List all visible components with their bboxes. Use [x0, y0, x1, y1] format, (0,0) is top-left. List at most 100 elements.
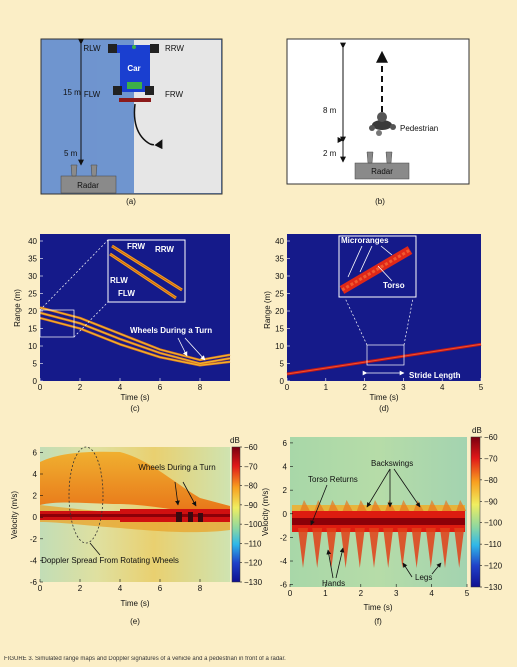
colorbar-f [470, 436, 481, 588]
caption-f: (f) [374, 617, 382, 626]
annotation-legs: Legs [415, 573, 432, 582]
range-track-core [286, 343, 482, 375]
x-tick-label: 4 [440, 383, 445, 392]
x-tick-label: 3 [394, 589, 399, 598]
x-tick-label: 0 [285, 383, 290, 392]
annotation-wheels-turn-c: Wheels During a Turn [130, 326, 212, 335]
y-tick-label: 15 [275, 325, 284, 334]
inset-label-rlw: RLW [110, 276, 128, 285]
panel-c-inset [39, 239, 186, 338]
dist-8m: 8 m [323, 106, 337, 115]
colorbar-unit-f: dB [472, 426, 482, 435]
x-tick-label: 2 [359, 589, 364, 598]
range-track-core [39, 317, 231, 366]
x-tick-label: 2 [78, 584, 83, 593]
inset-label-frw: FRW [127, 242, 146, 251]
annotation-wheels-turn-e-line: Wheels During a Turn [138, 463, 215, 472]
backswing [300, 500, 310, 511]
y-tick-label: -4 [280, 557, 288, 566]
y-tick-label: 4 [283, 463, 288, 472]
y-tick-label: 2 [33, 492, 38, 501]
y-tick-label: 35 [28, 255, 37, 264]
colorbar-tick-label: −120 [484, 562, 503, 571]
inset-label-rrw: RRW [155, 245, 174, 254]
colorbar-e-ticks: −60 −70 −80 −90 −100 −110 −120 −130 [240, 443, 263, 587]
y-tick-label: -4 [30, 556, 38, 565]
y-tick-label: 15 [28, 325, 37, 334]
backswing [456, 500, 467, 511]
leg-swing [411, 528, 422, 568]
colorbar-tick-label: −60 [244, 443, 258, 452]
leg-swing [369, 528, 379, 568]
colorbar-tick-label: −120 [244, 559, 263, 568]
y-tick-label: -2 [30, 535, 38, 544]
x-tick-label: 4 [118, 584, 123, 593]
inset-label-flw: FLW [118, 289, 135, 298]
y-tick-label: 20 [275, 307, 284, 316]
ylabel-c: Range (m) [13, 289, 22, 327]
colorbar-tick-label: −80 [244, 482, 258, 491]
label-flw: FLW [84, 90, 101, 99]
label-car: Car [127, 64, 140, 73]
backswing [356, 500, 367, 511]
figure-caption: FIGURE 3. Simulated range maps and Doppl… [4, 656, 286, 662]
caption-e: (e) [130, 617, 140, 626]
panel-b-scene [286, 38, 470, 185]
y-tick-label: 0 [33, 377, 38, 386]
colorbar-tick-label: −90 [244, 501, 258, 510]
x-tick-label: 1 [323, 589, 328, 598]
label-radar-a: Radar [77, 181, 99, 190]
leg-swing [440, 528, 450, 568]
x-tick-label: 8 [198, 584, 203, 593]
y-tick-label: 6 [33, 448, 38, 457]
colorbar-tick-label: −100 [484, 519, 503, 528]
dist-5m: 5 m [64, 149, 78, 158]
backswing [371, 500, 381, 511]
ylabel-e: Velocity (m/s) [10, 491, 19, 539]
x-tick-label: 2 [78, 383, 83, 392]
backswing [427, 500, 438, 511]
colorbar-tick-label: −70 [244, 462, 258, 471]
panel-f-axes: 0 1 2 3 4 5 -6 -4 -2 0 2 4 6 [280, 439, 470, 598]
colorbar-tick-label: −80 [484, 476, 498, 485]
leg-swing [354, 528, 365, 568]
x-tick-label: 5 [479, 383, 484, 392]
backswing [328, 500, 339, 511]
panel-c-axes: 0 2 4 6 8 0 5 10 15 20 25 30 35 40 [28, 237, 203, 392]
y-tick-label: 35 [275, 255, 284, 264]
dist-15m: 15 m [63, 88, 81, 97]
leg-swing [454, 528, 465, 568]
y-tick-label: -6 [30, 578, 38, 587]
y-tick-label: -2 [280, 533, 288, 542]
y-tick-label: 5 [33, 360, 38, 369]
leg-swing [397, 528, 408, 568]
panel-d-inset [338, 235, 417, 366]
x-tick-label: 8 [198, 383, 203, 392]
dist-2m: 2 m [323, 149, 337, 158]
backswing [442, 500, 452, 511]
xlabel-c: Time (s) [120, 393, 149, 402]
leg-swing [425, 528, 436, 568]
inset-label-torso: Torso [383, 281, 405, 290]
caption-c: (c) [130, 404, 140, 413]
range-track-core [39, 312, 231, 364]
x-tick-label: 4 [118, 383, 123, 392]
colorbar-unit-e: dB [230, 436, 240, 445]
colorbar-f-ticks: −60 −70 −80 −90 −100 −110 −120 −130 [480, 433, 503, 592]
label-frw: FRW [165, 90, 184, 99]
leg-swing [298, 528, 308, 568]
panel-f-spectrogram [290, 437, 467, 587]
y-tick-label: 10 [28, 342, 37, 351]
y-tick-label: -6 [280, 581, 288, 590]
x-tick-label: 6 [158, 383, 163, 392]
colorbar-tick-label: −130 [244, 578, 263, 587]
leg-swing [312, 528, 323, 568]
annotation-backswings: Backswings [371, 459, 413, 468]
leg-swing [383, 528, 394, 568]
colorbar-tick-label: −110 [484, 540, 502, 549]
label-radar-b: Radar [371, 167, 393, 176]
panel-e-spectrogram [40, 446, 230, 582]
panel-e-axes: 0 2 4 6 8 -6 -4 -2 0 2 4 6 [30, 448, 203, 593]
y-tick-label: 40 [275, 237, 284, 246]
backswing [342, 500, 353, 511]
